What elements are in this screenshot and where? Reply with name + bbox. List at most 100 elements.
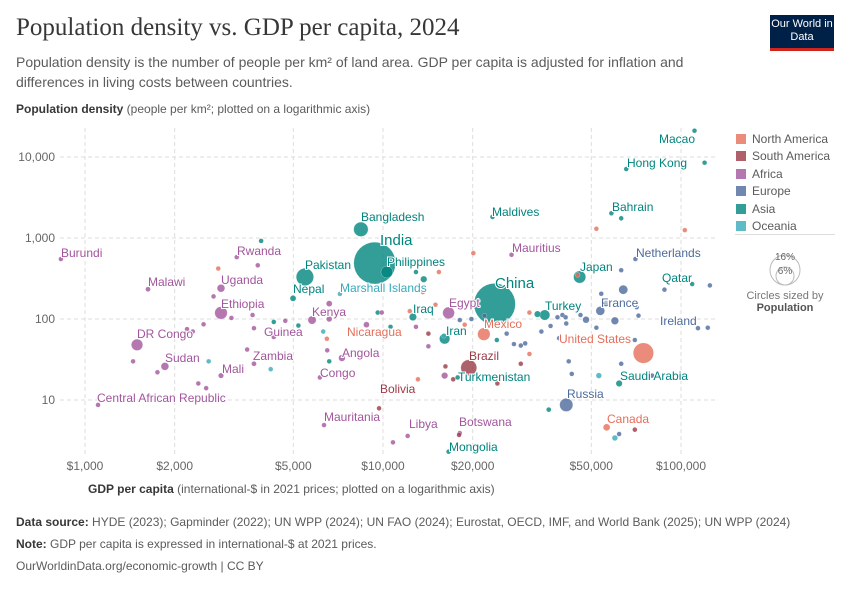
point-label: Brazil [469,349,499,363]
data-point-country [215,265,221,272]
data-point-country [184,326,190,332]
point-label: Iraq [413,302,434,316]
legend-label: Asia [752,201,776,216]
x-tick-label: $20,000 [451,459,495,473]
data-point-united-states [632,342,654,364]
size-legend-caption: Circles sized by [746,290,824,302]
data-point-country [244,346,250,353]
legend-label: Oceania [752,219,797,234]
point-label: Turkey [545,299,581,313]
point-label: Uganda [221,273,263,287]
data-point-country [610,316,619,325]
legend-swatch [736,151,746,162]
continent-legend: North America South America Africa Europe As… [736,130,830,235]
legend-label: North America [752,131,829,146]
data-point-egypt [442,306,455,320]
data-point-country [701,160,708,166]
point-label: Zambia [253,349,293,363]
point-label: Mali [222,362,244,376]
data-point-country [326,358,332,365]
data-point-zambia [251,361,257,367]
point-label: China [495,275,535,292]
data-point-country [598,291,604,297]
data-point-bangladesh [353,221,369,237]
size-legend-small: 6% [778,266,793,277]
point-label: Bahrain [612,200,653,214]
data-point-country [508,376,515,382]
data-point-mauritania [321,422,327,428]
legend-item-africa[interactable]: Africa [736,165,830,183]
data-point-country [481,312,488,319]
footer-url[interactable]: OurWorldinData.org/economic-growth | CC … [16,559,264,573]
data-point-country [577,312,584,318]
data-point-bahrain [608,210,615,216]
size-legend-big: 16% [775,252,795,263]
data-point-country [563,320,569,327]
point-label: Sudan [165,351,200,365]
source-text: HYDE (2023); Gapminder (2022); UN WPP (2… [88,515,791,529]
data-point-country [538,328,545,335]
data-point-iraq [408,312,417,321]
legend-item-oceania[interactable]: Oceania [736,218,830,236]
legend-swatch [736,133,746,144]
data-point-country [522,340,528,347]
point-label: Mauritania [324,410,380,424]
legend-item-asia[interactable]: Asia [736,200,830,218]
point-label: Saudi Arabia [620,369,688,383]
point-label: France [601,296,639,310]
source-line: Data source: HYDE (2023); Gapminder (202… [16,514,816,531]
note-text: GDP per capita is expressed in internati… [46,537,377,551]
data-point-country [324,347,330,354]
data-point-country [413,324,419,330]
data-point-country [634,304,640,310]
point-label: Malawi [148,275,185,289]
data-point-mali [218,372,224,379]
data-point-country [249,312,256,318]
point-label: Botswana [459,415,512,429]
data-point-country [556,335,562,341]
point-label: Libya [409,417,438,431]
data-point-ethiopia [214,306,228,320]
data-point-country [457,317,463,323]
y-tick-label: 10,000 [18,150,55,164]
data-point-country [494,380,501,387]
data-point-country [326,315,333,323]
y-tick-label: 10 [42,393,56,407]
data-point-mexico [477,327,491,341]
size-legend-circles-icon: 16% 6% [769,252,801,286]
data-point-philippines [380,265,393,279]
data-point-country [203,385,209,391]
x-tick-label: $5,000 [275,459,312,473]
point-label: DR Congo [137,327,193,341]
note-label: Note: [16,537,47,551]
data-point-country [387,324,394,330]
owid-logo[interactable]: Our World in Data [770,15,834,51]
data-point-country [413,269,419,275]
data-point-country [660,320,666,326]
chart-title: Population density vs. GDP per capita, 2… [16,14,460,41]
data-point-country [470,250,477,256]
legend-label: Europe [752,184,791,199]
legend-item-europe[interactable]: Europe [736,183,830,201]
data-point-country [190,328,196,335]
y-tick-label: 1,000 [25,231,55,245]
size-legend: 16% 6% Circles sized by Population [735,245,835,314]
data-point-guinea [251,325,257,331]
data-point-country [468,316,475,322]
x-tick-label: $50,000 [570,459,614,473]
point-label: Ethiopia [221,297,265,311]
point-label: Central African Republic [97,391,226,405]
legend-item-south-america[interactable]: South America [736,148,830,166]
data-point-hong-kong [623,166,629,172]
data-point-country [282,318,288,324]
data-point-country [258,238,264,244]
data-point-country [456,432,462,438]
data-point-country [526,351,533,357]
legend-item-north-america[interactable]: North America [736,130,830,148]
data-point-country [526,309,533,316]
x-axis-label-rest: (international-$ in 2021 prices; plotted… [173,482,495,496]
legend-label: Africa [752,166,783,181]
data-point-mauritius [508,252,515,258]
data-point-country [707,282,713,289]
